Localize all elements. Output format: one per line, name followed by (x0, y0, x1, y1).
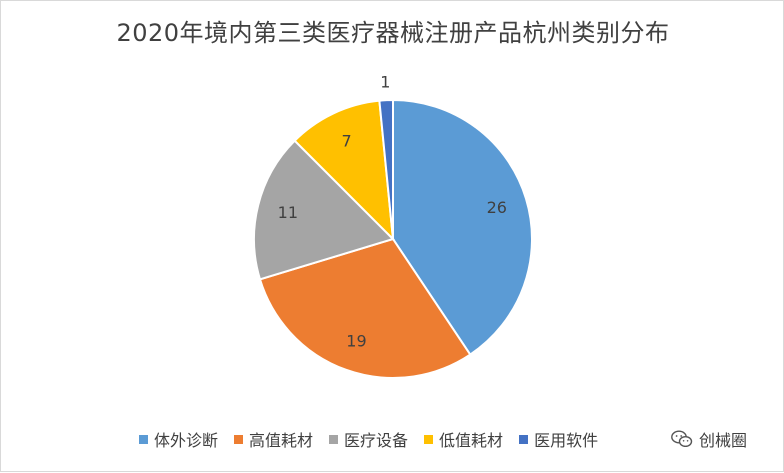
legend-item-2: 医疗设备 (329, 427, 408, 451)
legend-label-4: 医用软件 (534, 431, 599, 450)
pie-data-label-0: 26 (487, 198, 507, 217)
pie-slice-4 (378, 98, 394, 240)
watermark-text: 创械圈 (699, 431, 748, 450)
legend-label-3: 低值耗材 (439, 431, 504, 450)
pie-slice-1 (258, 237, 472, 379)
legend-item-1: 高值耗材 (234, 427, 313, 451)
legend-label-1: 高值耗材 (249, 431, 314, 450)
legend-label-2: 医疗设备 (344, 431, 409, 450)
pie-slices (253, 98, 533, 379)
wechat-logo-icon (671, 430, 693, 448)
pie-slice-3 (293, 99, 395, 242)
watermark: 创械圈 (671, 427, 747, 451)
legend-swatch-4 (519, 434, 529, 444)
chart-legend: 体外诊断 高值耗材 医疗设备 低值耗材 医用软件 (139, 427, 598, 451)
pie-data-label-4: 1 (380, 73, 390, 92)
legend-swatch-3 (424, 434, 434, 444)
legend-swatch-0 (139, 434, 148, 444)
legend-swatch-1 (234, 434, 244, 444)
chart-title: 2020年境内第三类医疗器械注册产品杭州类别分布 (116, 19, 670, 47)
pie-data-label-2: 11 (278, 203, 298, 222)
pie-data-label-1: 19 (346, 332, 366, 351)
legend-swatch-2 (329, 434, 339, 444)
legend-item-4: 医用软件 (519, 427, 598, 451)
legend-item-3: 低值耗材 (424, 427, 503, 451)
pie-data-label-3: 7 (342, 131, 352, 150)
pie-data-labels: 26 19 11 7 1 (278, 73, 507, 351)
legend-item-0: 体外诊断 (139, 427, 218, 451)
legend-label-0: 体外诊断 (154, 431, 219, 450)
pie-slice-2 (253, 139, 395, 281)
